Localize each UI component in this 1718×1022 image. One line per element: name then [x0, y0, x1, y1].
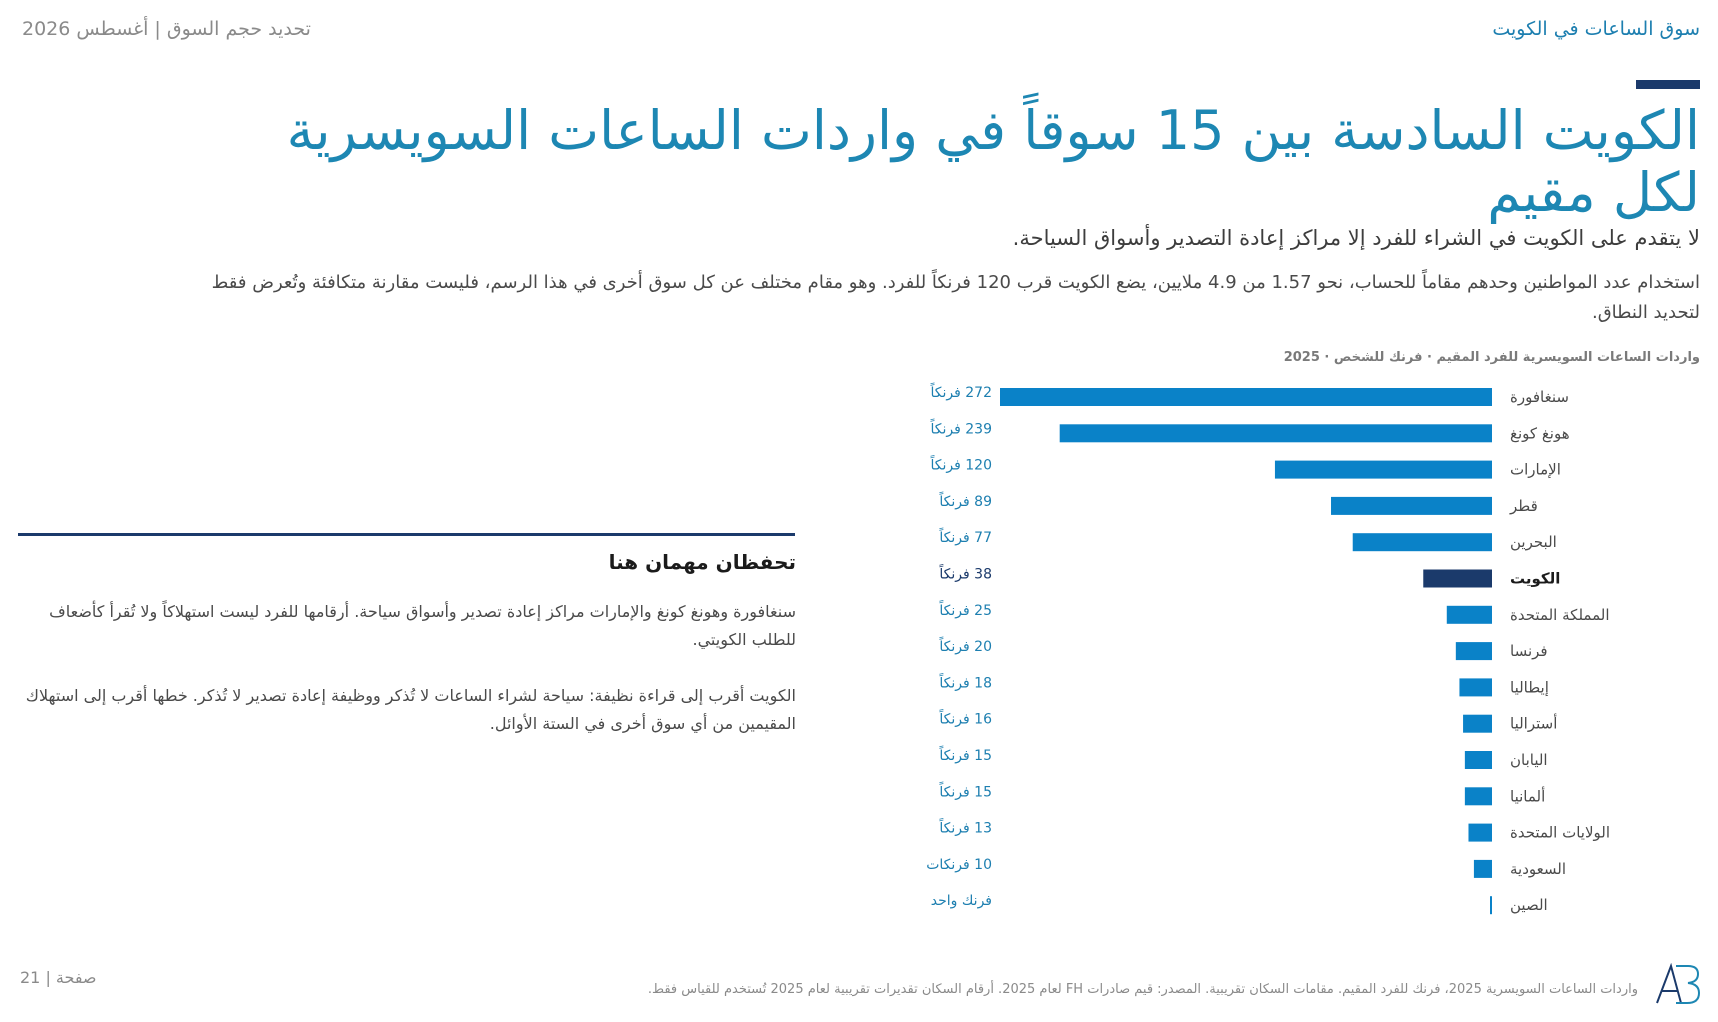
category-label: فرنسا — [1510, 642, 1548, 660]
bar — [1473, 859, 1492, 878]
category-label: السعودية — [1510, 860, 1566, 878]
category-label: المملكة المتحدة — [1510, 606, 1610, 624]
value-label: 77 فرنكاً — [939, 527, 992, 546]
value-label: 25 فرنكاً — [939, 600, 992, 619]
value-label: 120 فرنكاً — [930, 455, 992, 474]
bar — [1490, 896, 1492, 915]
value-label: فرنك واحد — [931, 893, 992, 909]
bar — [1459, 678, 1492, 697]
bar — [1000, 388, 1492, 406]
value-label: 15 فرنكاً — [939, 745, 992, 764]
side-panel-rule — [18, 533, 795, 536]
value-label: 10 فرنكات — [926, 857, 992, 873]
chart-caption: واردات الساعات السويسرية للفرد المقيم · … — [1283, 350, 1700, 365]
value-label: 13 فرنكاً — [939, 818, 992, 837]
bar-chart: سنغافورة 272 فرنكاً هونغ كونغ 239 فرنكاً الإ… — [926, 382, 1610, 915]
category-label: الكويت — [1510, 570, 1560, 588]
category-label: إيطاليا — [1510, 678, 1549, 696]
bar — [1446, 605, 1492, 624]
side-panel-paragraph: سنغافورة وهونغ كونغ والإمارات مراكز إعاد… — [49, 602, 796, 649]
category-label: اليابان — [1510, 751, 1548, 769]
body-paragraph: استخدام عدد المواطنين وحدهم مقاماً للحسا… — [211, 272, 1700, 323]
category-label: الإمارات — [1510, 461, 1561, 479]
bar — [1464, 787, 1492, 806]
side-panel-paragraph: الكويت أقرب إلى قراءة نظيفة: سياحة لشراء… — [25, 686, 796, 733]
value-label: 239 فرنكاً — [930, 418, 992, 437]
accent-bar — [1636, 80, 1700, 89]
bar — [1352, 533, 1492, 552]
value-label: 18 فرنكاً — [939, 672, 992, 691]
page-title: الكويت السادسة بين 15 سوقاً في واردات ال… — [286, 99, 1700, 224]
category-label: الولايات المتحدة — [1510, 824, 1610, 842]
category-label: البحرين — [1510, 533, 1557, 551]
value-label: 16 فرنكاً — [939, 709, 992, 728]
value-label: 15 فرنكاً — [939, 781, 992, 800]
side-panel-title: تحفظان مهمان هنا — [608, 550, 796, 574]
bar — [1423, 569, 1492, 588]
category-label: قطر — [1509, 497, 1538, 515]
bar — [1331, 496, 1492, 515]
category-label: الصين — [1510, 896, 1548, 914]
bar — [1463, 714, 1492, 733]
bar — [1468, 823, 1492, 842]
category-label: هونغ كونغ — [1510, 424, 1570, 442]
bar — [1274, 460, 1492, 479]
page-subtitle: لا يتقدم على الكويت في الشراء للفرد إلا … — [1012, 226, 1700, 250]
category-label: أستراليا — [1510, 714, 1557, 733]
value-label: 20 فرنكاً — [939, 636, 992, 655]
category-label: سنغافورة — [1510, 388, 1569, 406]
page-number: صفحة | 21 — [20, 968, 97, 987]
value-label: 38 فرنكاً — [939, 563, 992, 582]
report-info: تحديد حجم السوق | أغسطس 2026 — [22, 18, 311, 40]
section-title: سوق الساعات في الكويت — [1492, 18, 1700, 40]
value-label: 272 فرنكاً — [930, 382, 992, 401]
value-label: 89 فرنكاً — [939, 491, 992, 510]
ab-monogram-icon — [1656, 963, 1700, 1004]
footnote: واردات الساعات السويسرية 2025، فرنك للفر… — [647, 982, 1638, 997]
bar — [1059, 424, 1492, 443]
bar — [1455, 642, 1492, 661]
category-label: ألمانيا — [1510, 786, 1545, 805]
bar — [1464, 751, 1492, 769]
